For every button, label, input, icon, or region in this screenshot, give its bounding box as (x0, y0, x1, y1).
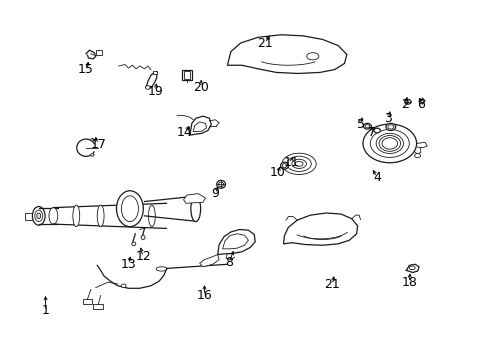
Polygon shape (82, 299, 92, 304)
Text: 1: 1 (41, 305, 49, 318)
Text: 8: 8 (224, 256, 232, 269)
Ellipse shape (291, 159, 306, 168)
Ellipse shape (49, 208, 58, 224)
Ellipse shape (373, 128, 380, 133)
Text: 11: 11 (283, 156, 299, 169)
Text: 21: 21 (324, 278, 340, 291)
Text: 12: 12 (135, 250, 151, 263)
Polygon shape (96, 50, 102, 55)
Ellipse shape (375, 134, 403, 153)
Text: 2: 2 (401, 98, 408, 111)
Ellipse shape (404, 99, 410, 104)
Text: 7: 7 (367, 126, 375, 139)
Text: 4: 4 (372, 171, 380, 184)
Text: 10: 10 (269, 166, 285, 179)
Ellipse shape (121, 284, 126, 288)
Ellipse shape (216, 180, 225, 188)
Polygon shape (199, 255, 219, 267)
Polygon shape (183, 71, 190, 79)
Polygon shape (222, 234, 248, 249)
Ellipse shape (116, 191, 143, 226)
Text: 6: 6 (416, 98, 424, 111)
Text: 20: 20 (192, 81, 208, 94)
Text: 18: 18 (401, 276, 416, 289)
Polygon shape (25, 213, 34, 220)
Text: 14: 14 (177, 126, 192, 139)
Text: 15: 15 (78, 63, 94, 76)
Ellipse shape (124, 205, 131, 226)
Ellipse shape (73, 205, 80, 226)
Ellipse shape (286, 156, 311, 171)
Text: 21: 21 (257, 36, 272, 50)
Ellipse shape (385, 123, 395, 131)
Ellipse shape (148, 205, 155, 226)
Ellipse shape (419, 100, 423, 104)
Ellipse shape (37, 213, 41, 219)
Ellipse shape (414, 153, 420, 158)
Ellipse shape (97, 205, 104, 226)
Polygon shape (189, 116, 211, 135)
Text: 9: 9 (211, 187, 219, 200)
Polygon shape (183, 194, 205, 203)
Ellipse shape (90, 154, 94, 156)
Polygon shape (193, 122, 206, 132)
Text: 19: 19 (147, 85, 163, 98)
Ellipse shape (90, 139, 94, 141)
Ellipse shape (295, 161, 303, 166)
Ellipse shape (408, 266, 414, 270)
Ellipse shape (381, 138, 397, 149)
Ellipse shape (362, 124, 416, 163)
Ellipse shape (369, 130, 408, 157)
Polygon shape (217, 229, 255, 255)
Polygon shape (153, 71, 157, 74)
Ellipse shape (132, 242, 136, 246)
Ellipse shape (145, 86, 150, 89)
Text: 3: 3 (384, 112, 391, 125)
Text: 17: 17 (90, 138, 106, 150)
Ellipse shape (121, 196, 138, 222)
Ellipse shape (35, 210, 42, 222)
Polygon shape (93, 305, 103, 309)
Polygon shape (283, 213, 357, 245)
Ellipse shape (190, 196, 200, 222)
Ellipse shape (32, 207, 45, 225)
Text: 16: 16 (196, 289, 212, 302)
Ellipse shape (378, 135, 400, 151)
Text: 13: 13 (121, 258, 136, 271)
Text: 5: 5 (356, 118, 364, 131)
Ellipse shape (387, 125, 393, 129)
Ellipse shape (218, 182, 223, 186)
Ellipse shape (363, 123, 370, 129)
Ellipse shape (156, 267, 166, 271)
Polygon shape (227, 35, 346, 73)
Ellipse shape (306, 53, 318, 60)
Ellipse shape (141, 235, 145, 239)
Polygon shape (182, 69, 191, 80)
Ellipse shape (365, 125, 369, 128)
Ellipse shape (280, 162, 288, 169)
Ellipse shape (282, 153, 316, 175)
Ellipse shape (282, 164, 286, 168)
